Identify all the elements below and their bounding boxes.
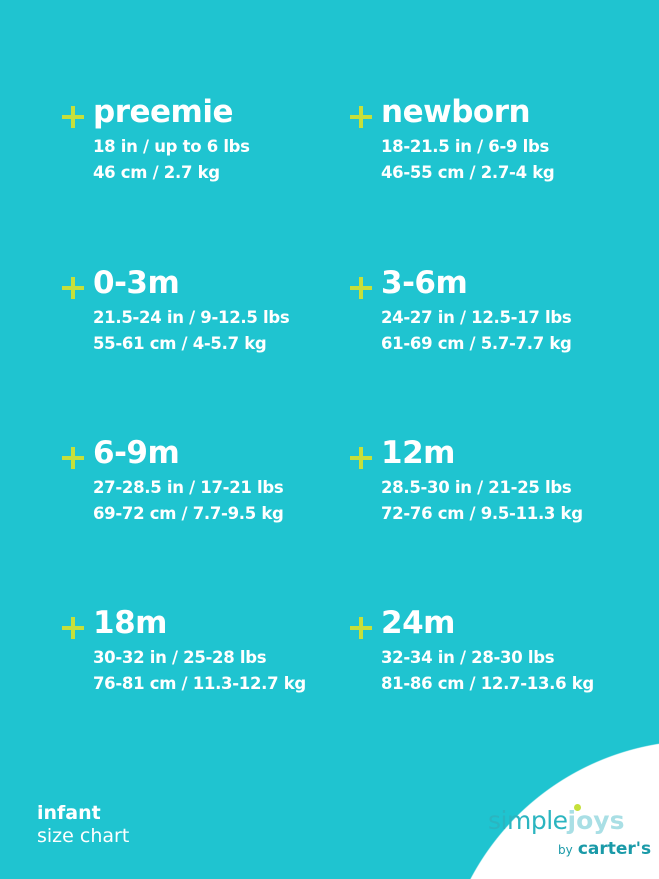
size-metric: 46 cm / 2.7 kg — [93, 163, 220, 182]
plus-icon — [62, 447, 84, 469]
size-imperial: 18-21.5 in / 6-9 lbs — [381, 137, 550, 156]
caption-infant: infant — [37, 802, 101, 824]
size-metric: 55-61 cm / 4-5.7 kg — [93, 334, 267, 353]
plus-icon — [62, 106, 84, 128]
size-metric: 81-86 cm / 12.7-13.6 kg — [381, 674, 594, 693]
chart-caption: infant size chart — [37, 802, 129, 848]
plus-icon — [350, 617, 372, 639]
logo-brand: carter's — [577, 839, 652, 859]
size-imperial: 28.5-30 in / 21-25 lbs — [381, 478, 572, 497]
size-imperial: 24-27 in / 12.5-17 lbs — [381, 308, 572, 327]
plus-icon — [62, 617, 84, 639]
size-metric: 72-76 cm / 9.5-11.3 kg — [381, 504, 583, 523]
size-title: 6-9m — [93, 435, 180, 471]
plus-icon — [350, 447, 372, 469]
size-title: preemie — [93, 94, 233, 130]
logo-by: by — [558, 843, 573, 857]
size-title: 0-3m — [93, 265, 180, 301]
size-title: 3-6m — [381, 265, 468, 301]
plus-icon — [350, 106, 372, 128]
simple-joys-logo: simplejoys by carter's — [488, 804, 651, 866]
size-imperial: 30-32 in / 25-28 lbs — [93, 648, 267, 667]
size-title: 12m — [381, 435, 455, 471]
logo-simple: simple — [488, 806, 568, 835]
size-title: 24m — [381, 605, 455, 641]
size-imperial: 18 in / up to 6 lbs — [93, 137, 250, 156]
size-imperial: 27-28.5 in / 17-21 lbs — [93, 478, 284, 497]
logo-dot-icon — [574, 804, 581, 811]
plus-icon — [62, 277, 84, 299]
size-imperial: 32-34 in / 28-30 lbs — [381, 648, 555, 667]
caption-size-chart: size chart — [37, 825, 130, 847]
size-metric: 76-81 cm / 11.3-12.7 kg — [93, 674, 306, 693]
size-imperial: 21.5-24 in / 9-12.5 lbs — [93, 308, 290, 327]
size-metric: 46-55 cm / 2.7-4 kg — [381, 163, 555, 182]
size-metric: 61-69 cm / 5.7-7.7 kg — [381, 334, 572, 353]
size-metric: 69-72 cm / 7.7-9.5 kg — [93, 504, 284, 523]
size-title: 18m — [93, 605, 167, 641]
plus-icon — [350, 277, 372, 299]
size-title: newborn — [381, 94, 531, 130]
